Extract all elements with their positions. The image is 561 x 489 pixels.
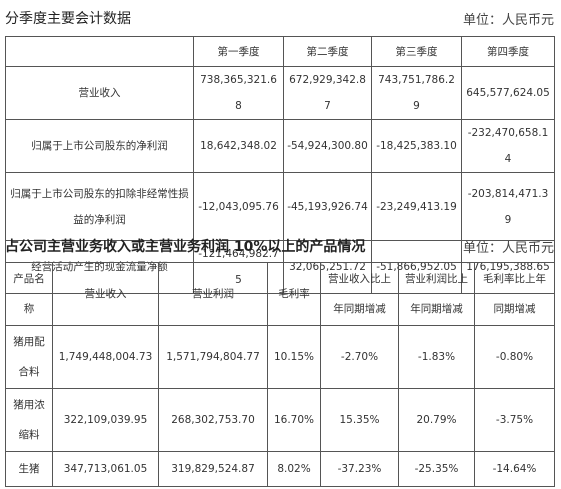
table-cell: 16.70% <box>267 388 321 452</box>
table-cell: -14.64% <box>474 451 555 487</box>
table-row: 第一季度 第二季度 第三季度 第四季度 <box>5 36 555 67</box>
table-cell: 738,365,321.68 <box>193 66 284 120</box>
table-row: 猪用浓缩料 322,109,039.95 268,302,753.70 16.70% 1… <box>5 388 555 452</box>
table-cell: -23,249,413.19 <box>371 172 462 241</box>
table-cell: 归属于上市公司股东的扣除非经常性损益的净利润 <box>5 172 194 241</box>
table-cell: 产品名称 <box>5 262 53 326</box>
table-cell: -1.83% <box>398 325 475 389</box>
table-cell: -232,470,658.14 <box>461 119 555 173</box>
table-cell: -37.23% <box>320 451 399 487</box>
table-cell: -25.35% <box>398 451 475 487</box>
table-cell <box>5 36 194 67</box>
table-row: 猪用配合料 1,749,448,004.73 1,571,794,804.77 10.… <box>5 325 555 389</box>
table-cell: 第四季度 <box>461 36 555 67</box>
table-cell: 营业收入 <box>5 66 194 120</box>
table-cell: 322,109,039.95 <box>52 388 159 452</box>
section-title: 分季度主要会计数据 <box>5 11 131 27</box>
table-cell: -0.80% <box>474 325 555 389</box>
table-cell: 营业利润比上年同期增减 <box>398 262 475 326</box>
table-cell: 第一季度 <box>193 36 284 67</box>
table-cell: 645,577,624.05 <box>461 66 555 120</box>
table-cell: 1,749,448,004.73 <box>52 325 159 389</box>
table-cell: -54,924,300.80 <box>283 119 372 173</box>
table-cell: 归属于上市公司股东的净利润 <box>5 119 194 173</box>
table-cell: -45,193,926.74 <box>283 172 372 241</box>
table-cell: 319,829,524.87 <box>158 451 268 487</box>
table-row: 归属于上市公司股东的净利润 18,642,348.02 -54,924,300.80… <box>5 119 555 173</box>
table-row: 营业收入 738,365,321.68 672,929,342.87 743,751,… <box>5 66 555 120</box>
table-cell: 10.15% <box>267 325 321 389</box>
table-cell: -2.70% <box>320 325 399 389</box>
table-cell: 672,929,342.87 <box>283 66 372 120</box>
unit-label: 单位：人民币元 <box>462 12 554 28</box>
unit-label: 单位：人民币元 <box>462 240 554 256</box>
table-row: 归属于上市公司股东的扣除非经常性损益的净利润 -12,043,095.76 -45,… <box>5 172 555 241</box>
table-cell: 生猪 <box>5 451 53 487</box>
table-cell: 第二季度 <box>283 36 372 67</box>
table-cell: -18,425,383.10 <box>371 119 462 173</box>
section-title: 占公司主营业务收入或主营业务利润 10%以上的产品情况 <box>5 239 366 255</box>
table-cell: 猪用配合料 <box>5 325 53 389</box>
table-cell: 毛利率 <box>267 262 321 326</box>
table-cell: 20.79% <box>398 388 475 452</box>
section-header: 占公司主营业务收入或主营业务利润 10%以上的产品情况 单位：人民币元 <box>5 236 554 256</box>
product-table: 产品名称 营业收入 营业利润 毛利率 营业收入比上年同期增减 营业利润比上年同期增减 毛利率… <box>5 262 555 487</box>
table-cell: 毛利率比上年同期增减 <box>474 262 555 326</box>
table-cell: 1,571,794,804.77 <box>158 325 268 389</box>
table-cell: 268,302,753.70 <box>158 388 268 452</box>
table-cell: -12,043,095.76 <box>193 172 284 241</box>
table-cell: 18,642,348.02 <box>193 119 284 173</box>
table-row: 生猪 347,713,061.05 319,829,524.87 8.02% -37.2… <box>5 451 555 487</box>
table-cell: 第三季度 <box>371 36 462 67</box>
section-header: 分季度主要会计数据 单位：人民币元 <box>5 8 554 28</box>
table-row: 产品名称 营业收入 营业利润 毛利率 营业收入比上年同期增减 营业利润比上年同期增减 毛利率… <box>5 262 555 326</box>
table-cell: 营业收入比上年同期增减 <box>320 262 399 326</box>
table-cell: 347,713,061.05 <box>52 451 159 487</box>
table-cell: 8.02% <box>267 451 321 487</box>
table-cell: -3.75% <box>474 388 555 452</box>
table-cell: 猪用浓缩料 <box>5 388 53 452</box>
table-cell: 743,751,786.29 <box>371 66 462 120</box>
table-cell: 营业利润 <box>158 262 268 326</box>
table-cell: 营业收入 <box>52 262 159 326</box>
table-cell: 15.35% <box>320 388 399 452</box>
table-cell: -203,814,471.39 <box>461 172 555 241</box>
